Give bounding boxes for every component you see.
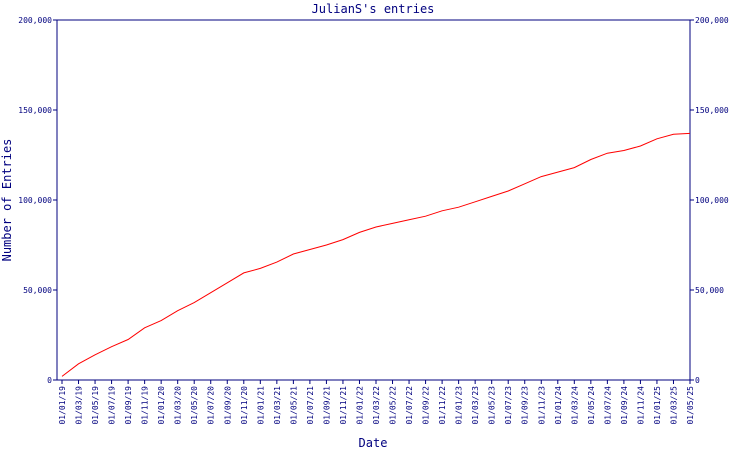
y2-tick-label: 0	[695, 376, 700, 385]
x-tick-label: 01/03/21	[273, 386, 282, 425]
x-tick-label: 01/05/24	[587, 386, 596, 425]
x-tick-label: 01/07/19	[108, 386, 117, 425]
x-tick-label: 01/01/24	[554, 386, 563, 425]
x-tick-label: 01/07/22	[405, 386, 414, 425]
x-tick-label: 01/11/22	[438, 386, 447, 425]
x-tick-label: 01/07/20	[207, 386, 216, 425]
x-tick-label: 01/07/24	[603, 386, 612, 425]
x-tick-label: 01/09/20	[223, 386, 232, 425]
x-tick-label: 01/01/22	[355, 386, 364, 425]
x-tick-label: 01/01/25	[653, 386, 662, 425]
x-tick-label: 01/11/20	[240, 386, 249, 425]
plot-frame	[56, 19, 691, 381]
x-tick-label: 01/01/19	[58, 386, 67, 425]
y2-tick-label: 100,000	[695, 196, 729, 205]
x-tick-label: 01/03/22	[372, 386, 381, 425]
x-tick-label: 01/07/23	[504, 386, 513, 425]
x-tick-label: 01/03/23	[471, 386, 480, 425]
data-line	[61, 132, 691, 377]
y-tick-label: 100,000	[18, 196, 52, 205]
x-tick-label: 01/09/24	[620, 386, 629, 425]
x-tick-label: 01/03/24	[570, 386, 579, 425]
chart-title: JulianS's entries	[312, 2, 435, 16]
y2-tick-label: 150,000	[695, 106, 729, 115]
y-tick-label: 0	[47, 376, 52, 385]
x-tick-label: 01/11/21	[339, 386, 348, 425]
x-tick-label: 01/01/23	[455, 386, 464, 425]
x-tick-label: 01/11/23	[537, 386, 546, 425]
x-tick-label: 01/03/25	[669, 386, 678, 425]
x-tick-label: 01/09/19	[124, 386, 133, 425]
x-tick-label: 01/01/21	[256, 386, 265, 425]
x-tick-label: 01/03/20	[174, 386, 183, 425]
x-tick-label: 01/09/23	[521, 386, 530, 425]
x-tick-label: 01/01/20	[157, 386, 166, 425]
x-tick-label: 01/09/21	[322, 386, 331, 425]
y-axis-label: Number of Entries	[0, 139, 14, 262]
y2-tick-label: 50,000	[695, 286, 724, 295]
x-tick-label: 01/11/24	[636, 386, 645, 425]
x-tick-label: 01/03/19	[75, 386, 84, 425]
x-tick-label: 01/11/19	[141, 386, 150, 425]
x-tick-label: 01/05/19	[91, 386, 100, 425]
x-tick-label: 01/05/21	[289, 386, 298, 425]
x-tick-label: 01/05/22	[389, 386, 398, 425]
x-tick-label: 01/09/22	[422, 386, 431, 425]
x-tick-label: 01/07/21	[306, 386, 315, 425]
x-tick-label: 01/05/25	[686, 386, 695, 425]
x-axis-label: Date	[359, 436, 388, 450]
y-tick-label: 50,000	[23, 286, 52, 295]
y2-tick-label: 200,000	[695, 16, 729, 25]
y-tick-label: 200,000	[18, 16, 52, 25]
x-tick-label: 01/05/20	[190, 386, 199, 425]
y-tick-label: 150,000	[18, 106, 52, 115]
x-tick-label: 01/05/23	[488, 386, 497, 425]
